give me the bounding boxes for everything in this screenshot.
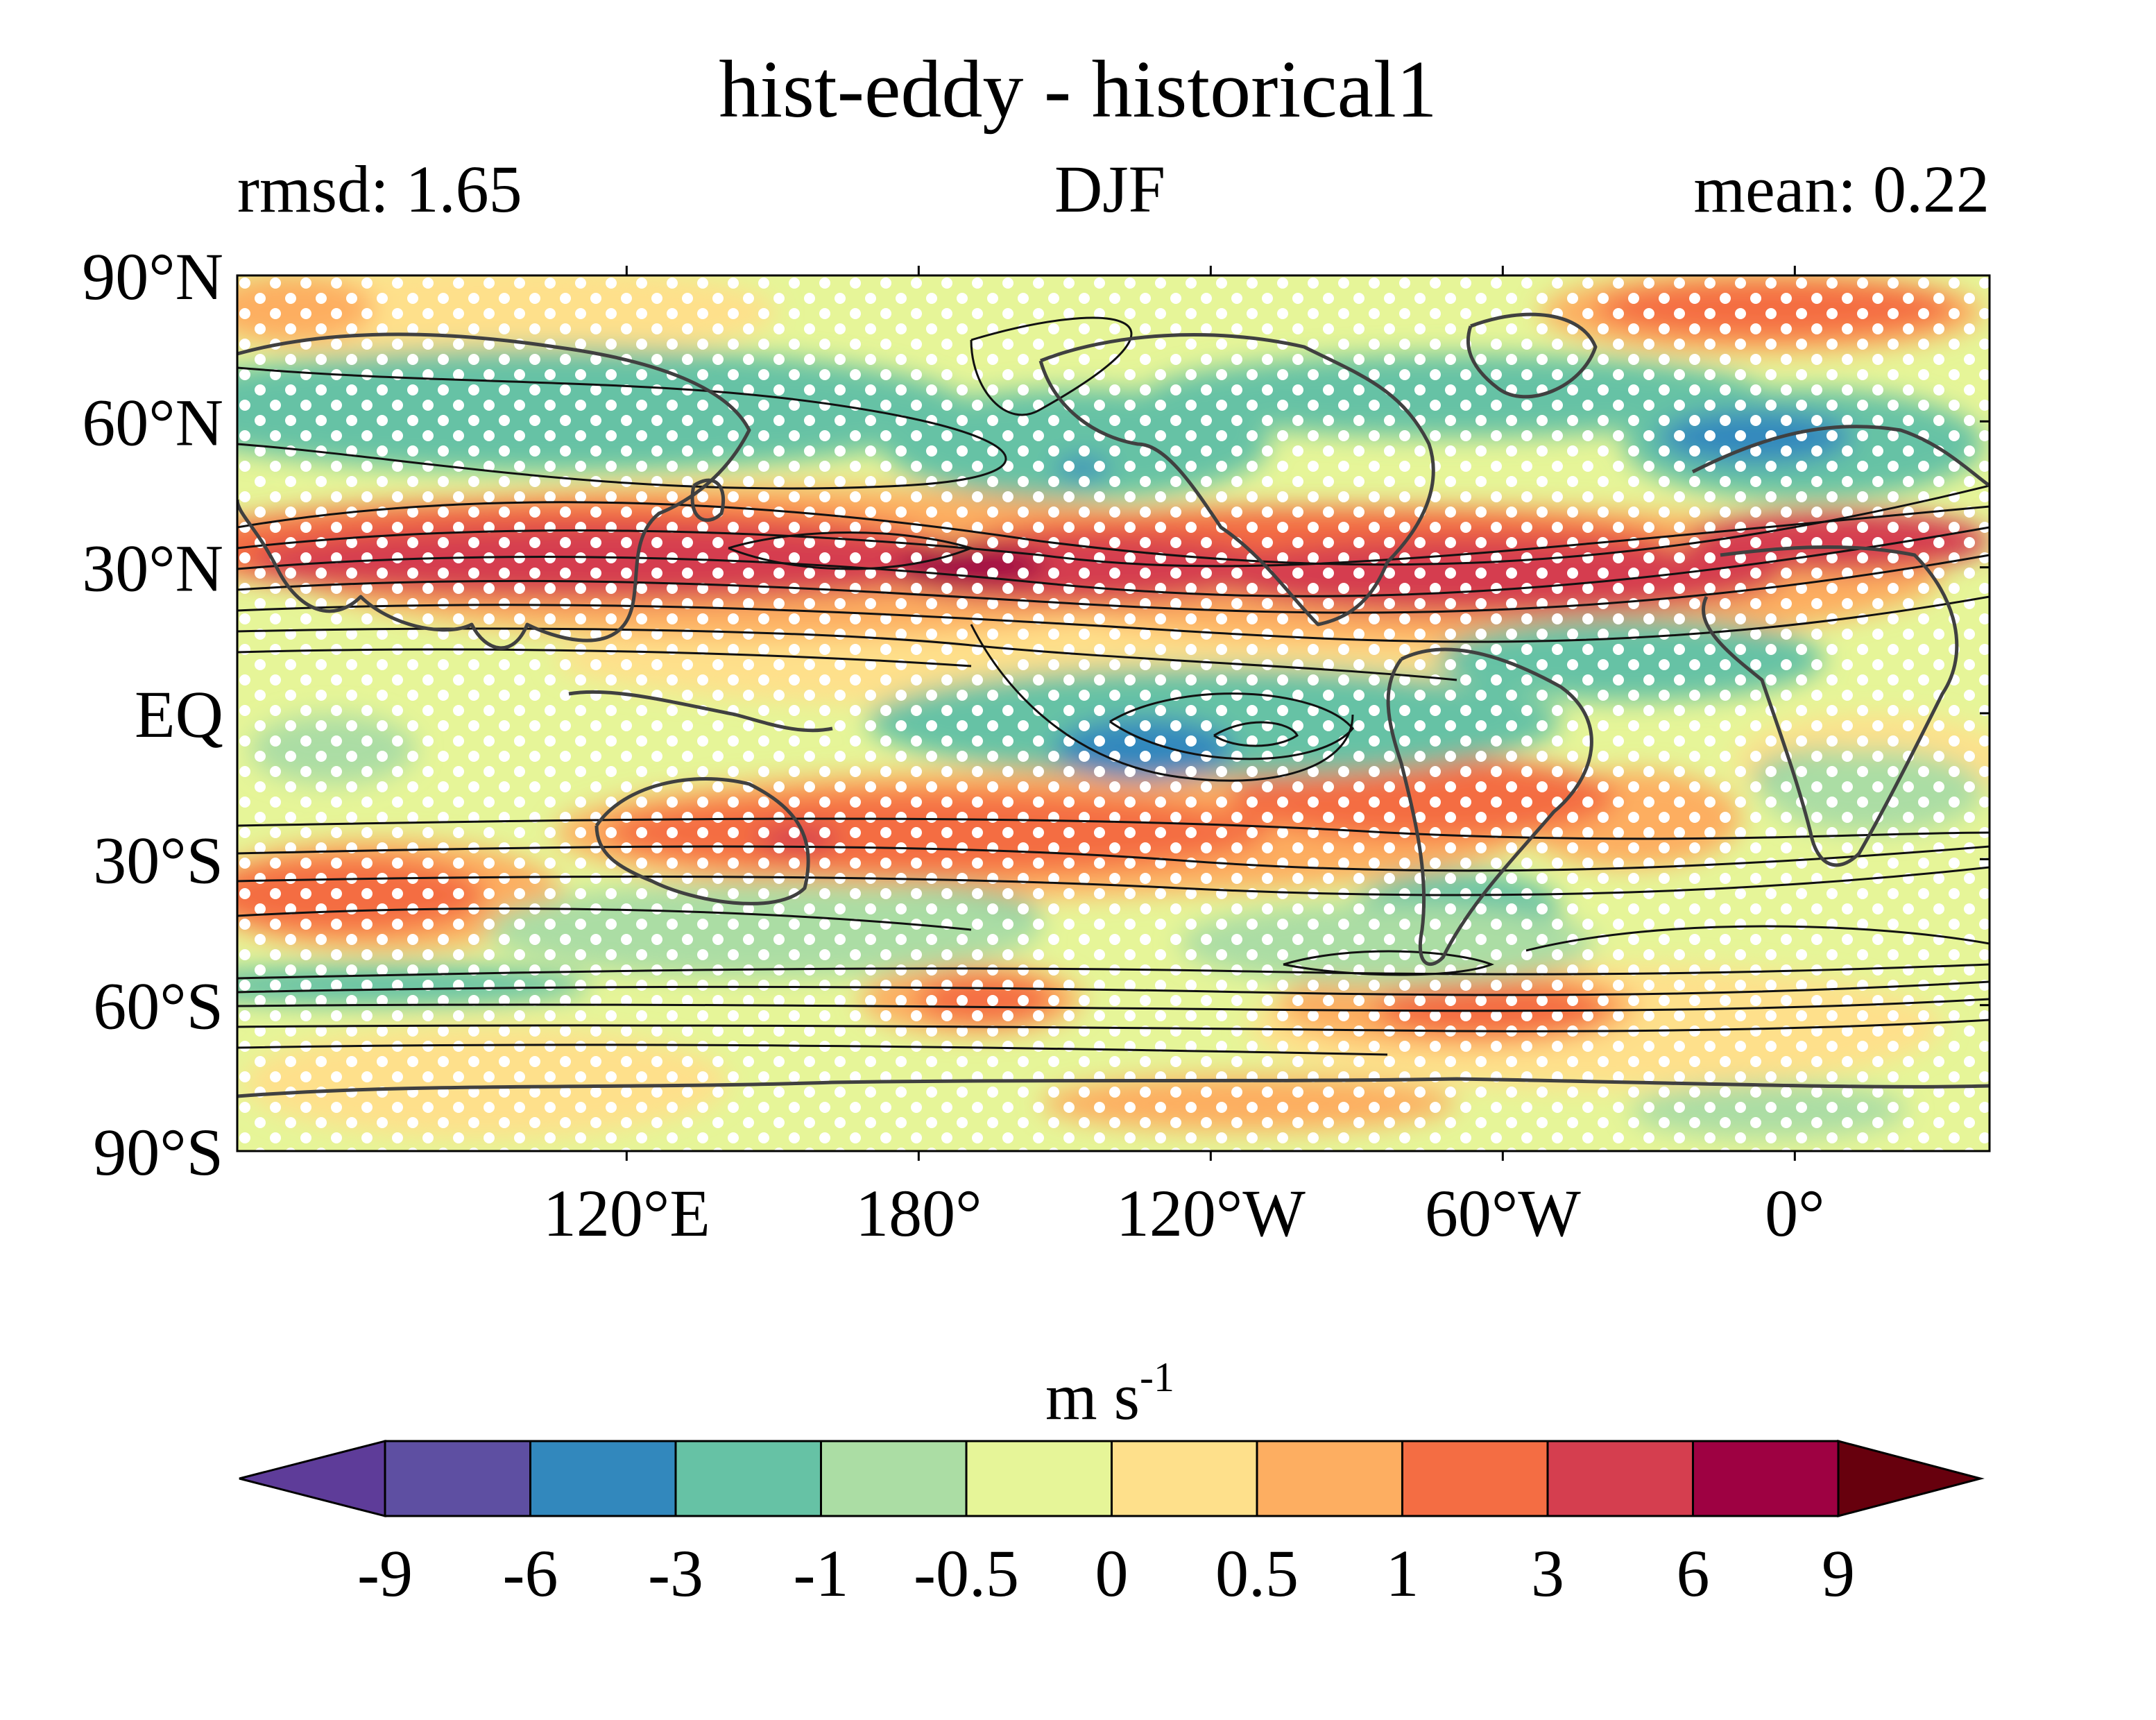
colorbar-tick-label: 0.5 bbox=[1215, 1536, 1299, 1610]
colorbar-box bbox=[820, 1440, 968, 1517]
colorbar-tick-label: -6 bbox=[503, 1536, 558, 1610]
coastline-japan bbox=[690, 478, 726, 522]
y-tick-label: 90°S bbox=[93, 1115, 223, 1189]
plot-title: hist-eddy - historical1 bbox=[719, 44, 1437, 135]
season-label: DJF bbox=[1054, 152, 1165, 226]
contour-line bbox=[237, 505, 1990, 568]
coastline-south-america bbox=[1386, 647, 1593, 966]
contour-line bbox=[237, 627, 1457, 681]
colorbar-extend-low bbox=[239, 1440, 386, 1517]
contour-line bbox=[237, 484, 1990, 566]
x-tick-label: 120°W bbox=[1116, 1176, 1306, 1250]
x-tick-label: 0° bbox=[1765, 1176, 1824, 1250]
colorbar-tick-label: -0.5 bbox=[914, 1536, 1019, 1610]
rmsd-value: 1.65 bbox=[406, 152, 522, 226]
y-tick-label: 30°S bbox=[93, 823, 223, 897]
coastline-antarctica bbox=[237, 1077, 1990, 1098]
colorbar-tick-label: -9 bbox=[357, 1536, 413, 1610]
contour-line bbox=[970, 316, 1133, 416]
colorbar-box bbox=[1401, 1440, 1549, 1517]
contour-line bbox=[237, 1019, 1990, 1032]
colorbar-tick-labels: -9 -6 -3 -1 -0.5 0 0.5 1 3 6 9 bbox=[357, 1536, 1855, 1610]
colorbar-box bbox=[1256, 1440, 1403, 1517]
contour-line bbox=[728, 531, 975, 570]
colorbar-tick-label: -1 bbox=[794, 1536, 849, 1610]
rmsd-label-text: rmsd: bbox=[237, 152, 389, 226]
colorbar-box bbox=[1111, 1440, 1258, 1517]
y-tick-label: 90°N bbox=[82, 239, 223, 314]
colorbar-box bbox=[674, 1440, 822, 1517]
coastline-north-america bbox=[1038, 333, 1435, 627]
y-tick-label: EQ bbox=[135, 677, 223, 751]
axis-ticks bbox=[625, 266, 1990, 1161]
map-panel bbox=[237, 275, 1990, 1151]
contour-line bbox=[1109, 692, 1354, 760]
contour-line bbox=[1283, 950, 1495, 976]
x-axis-labels: 120°E 180° 120°W 60°W 0° bbox=[543, 1176, 1825, 1250]
contour-line bbox=[237, 595, 1990, 643]
contour-line bbox=[237, 526, 1990, 597]
colorbar-box bbox=[965, 1440, 1113, 1517]
contour-line bbox=[237, 908, 972, 931]
colorbar bbox=[239, 1440, 1985, 1517]
colorbar-unit-exponent: -1 bbox=[1140, 1354, 1174, 1400]
stippling bbox=[237, 275, 1990, 1151]
colorbar-unit-main: m s bbox=[1045, 1359, 1140, 1433]
y-tick-label: 60°S bbox=[93, 969, 223, 1044]
contour-line bbox=[237, 845, 1990, 872]
coastline-australia bbox=[594, 777, 810, 905]
x-tick-label: 60°W bbox=[1425, 1176, 1581, 1250]
coastline-indonesia bbox=[568, 690, 833, 733]
y-tick-label: 30°N bbox=[82, 531, 223, 606]
contour-line bbox=[237, 1044, 1388, 1056]
contour-line bbox=[1213, 721, 1299, 747]
coastline-greenland bbox=[1466, 312, 1598, 399]
colorbar-box bbox=[1692, 1440, 1840, 1517]
colorbar-tick-label: 0 bbox=[1095, 1536, 1129, 1610]
coastline-eurasia bbox=[237, 332, 751, 650]
contour-line bbox=[1525, 925, 1990, 952]
colorbar-tick-label: 3 bbox=[1531, 1536, 1564, 1610]
mean-label: mean: 0.22 bbox=[1693, 152, 1990, 226]
coastlines bbox=[237, 312, 1990, 1098]
colorbar-tick-label: 6 bbox=[1677, 1536, 1710, 1610]
mean-label-text: mean: bbox=[1693, 152, 1856, 226]
contour-line bbox=[237, 648, 972, 667]
colorbar-extend-high bbox=[1837, 1440, 1985, 1517]
contour-line bbox=[237, 817, 1990, 840]
contour-line bbox=[237, 366, 1007, 490]
colorbar-tick-label: 9 bbox=[1822, 1536, 1855, 1610]
contour-line bbox=[970, 624, 1354, 782]
x-tick-label: 120°E bbox=[543, 1176, 710, 1250]
colorbar-box bbox=[384, 1440, 531, 1517]
y-tick-label: 60°N bbox=[82, 385, 223, 459]
y-axis-labels: 90°N 60°N 30°N EQ 30°S 60°S 90°S bbox=[82, 239, 223, 1189]
colorbar-tick-label: 1 bbox=[1386, 1536, 1419, 1610]
colorbar-box bbox=[529, 1440, 677, 1517]
contour-line bbox=[237, 866, 1990, 896]
contour-line bbox=[237, 554, 1990, 614]
contour-line bbox=[237, 963, 1990, 980]
coastline-europe-africa bbox=[1691, 425, 1990, 867]
contour-line bbox=[237, 980, 1990, 996]
mean-value: 0.22 bbox=[1873, 152, 1990, 226]
colorbar-tick-label: -3 bbox=[648, 1536, 703, 1610]
colorbar-box bbox=[1546, 1440, 1694, 1517]
contour-line bbox=[237, 998, 1990, 1012]
x-tick-label: 180° bbox=[855, 1176, 982, 1250]
colorbar-unit: m s-1 bbox=[1045, 1354, 1174, 1433]
climatology-contours bbox=[237, 316, 1990, 1056]
rmsd-label: rmsd: 1.65 bbox=[237, 152, 522, 226]
